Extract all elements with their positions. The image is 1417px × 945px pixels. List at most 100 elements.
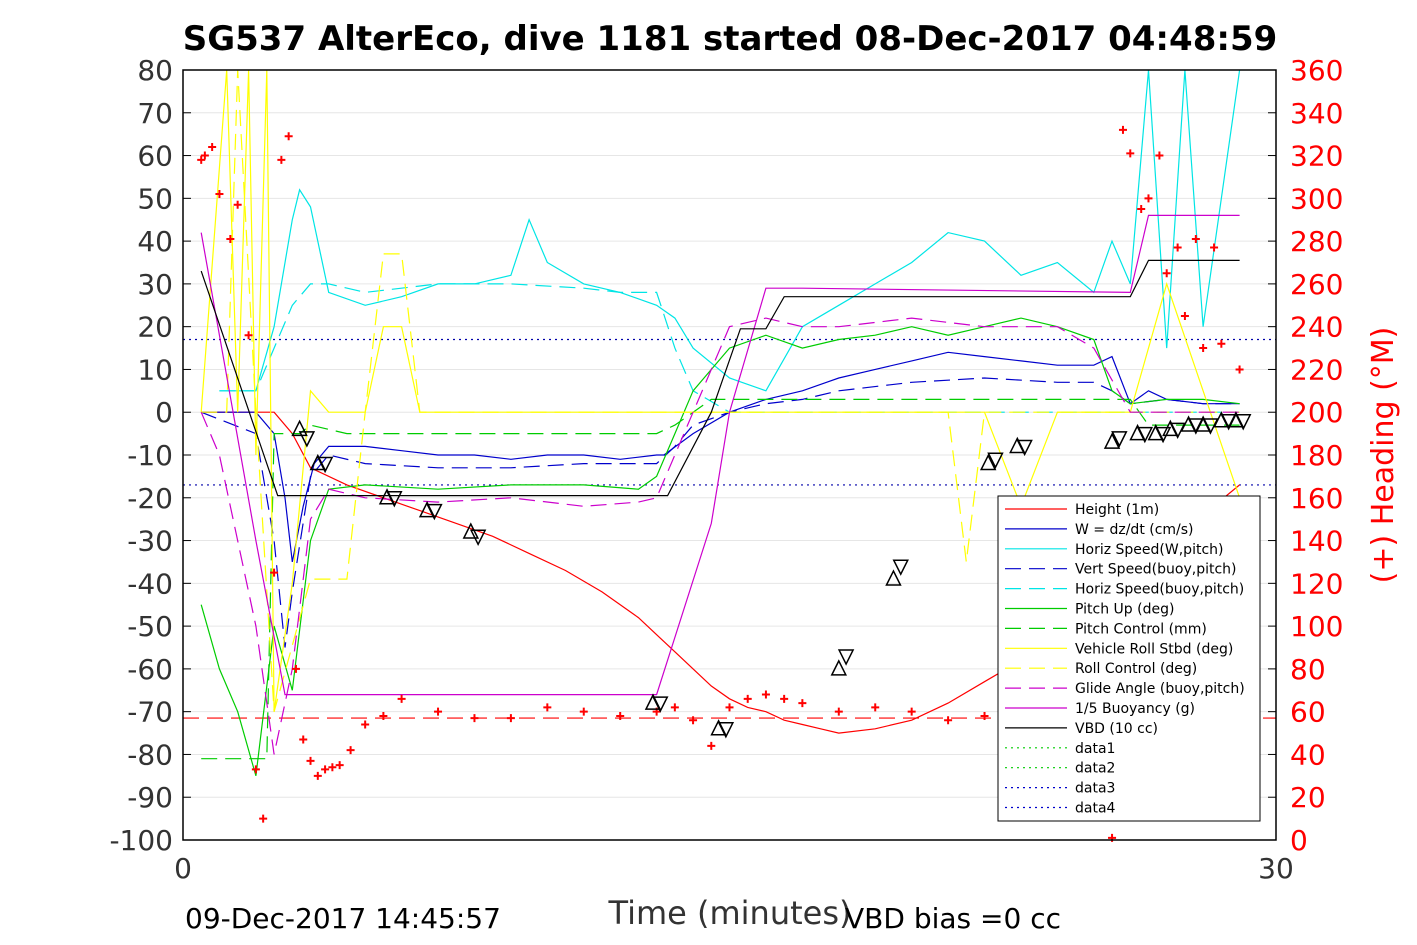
legend-label: W = dz/dt (cm/s): [1075, 522, 1194, 538]
heading-point: [834, 707, 843, 716]
triangle-marker: [291, 419, 308, 437]
heading-point: [543, 703, 552, 712]
legend-label: Vehicle Roll Stbd (deg): [1075, 641, 1233, 657]
y-right-tick-label: 0: [1290, 824, 1308, 857]
heading-point: [346, 746, 355, 755]
y-right-tick-label: 360: [1290, 54, 1343, 87]
heading-point: [689, 716, 698, 725]
heading-point: [1126, 149, 1135, 158]
heading-point: [1180, 311, 1189, 320]
heading-point: [871, 703, 880, 712]
y-right-tick-label: 280: [1290, 225, 1343, 258]
y-axis-right: 3603403203002802602402202001801601401201…: [1268, 54, 1343, 857]
legend-label: Pitch Control (mm): [1075, 621, 1207, 637]
x-tick-label: 30: [1258, 852, 1294, 885]
heading-point: [1173, 243, 1182, 252]
y-tick-label: -30: [127, 525, 173, 558]
heading-point: [328, 763, 337, 772]
y-right-tick-label: 320: [1290, 140, 1343, 173]
legend-label: Glide Angle (buoy,pitch): [1075, 681, 1245, 697]
y-tick-label: -40: [127, 567, 173, 600]
triangle-marker: [892, 559, 909, 576]
heading-point: [270, 568, 279, 577]
triangle-marker: [837, 649, 855, 666]
legend-label: data1: [1075, 741, 1115, 757]
heading-point: [743, 694, 752, 703]
y-right-tick-label: 60: [1290, 696, 1326, 729]
heading-point: [1137, 205, 1146, 214]
y-tick-label: 40: [137, 225, 173, 258]
legend-label: VBD (10 cc): [1075, 721, 1158, 737]
y-tick-label: 70: [137, 97, 173, 130]
legend-label: Roll Control (deg): [1075, 661, 1197, 677]
y-tick-label: 20: [137, 311, 173, 344]
legend: Height (1m) W = dz/dt (cm/s) Horiz Speed(W…: [997, 495, 1261, 822]
y-tick-label: -20: [127, 482, 173, 515]
y-right-tick-label: 120: [1290, 567, 1343, 600]
heading-point: [200, 151, 209, 160]
y-tick-label: -10: [127, 439, 173, 472]
heading-point: [944, 716, 953, 725]
y-tick-label: 60: [137, 140, 173, 173]
heading-point: [226, 234, 235, 243]
heading-point: [291, 664, 300, 673]
y-tick-label: 80: [137, 54, 173, 87]
heading-point: [616, 711, 625, 720]
heading-point: [233, 200, 242, 209]
legend-label: data3: [1075, 781, 1115, 797]
heading-point: [215, 190, 224, 199]
y-tick-label: -60: [127, 653, 173, 686]
y-right-tick-label: 40: [1290, 738, 1326, 771]
heading-point: [284, 132, 293, 141]
heading-point: [208, 143, 217, 151]
triangle-marker: [1234, 414, 1252, 431]
heading-point: [798, 699, 807, 708]
triangle-marker: [469, 529, 487, 546]
heading-point: [980, 711, 989, 720]
series-line-6: [201, 398, 1240, 760]
x-tick-label: 0: [174, 852, 192, 885]
heading-point: [361, 720, 370, 729]
y-right-tick-label: 180: [1290, 439, 1343, 472]
triangle-marker: [987, 452, 1004, 469]
heading-point: [306, 756, 315, 765]
heading-point: [397, 694, 406, 703]
y-tick-label: 10: [137, 353, 173, 386]
series-line-1: [201, 351, 1240, 563]
legend-label: data2: [1075, 761, 1115, 777]
heading-point: [579, 707, 588, 716]
triangle-marker: [830, 659, 848, 676]
triangle-marker: [979, 453, 997, 471]
x-axis-label: Time (minutes): [608, 894, 852, 932]
heading-point: [670, 703, 679, 712]
triangle-marker: [885, 569, 902, 586]
y-tick-label: 30: [137, 268, 173, 301]
legend-label: Horiz Speed(W,pitch): [1075, 542, 1223, 558]
heading-point: [299, 735, 308, 744]
y-right-tick-label: 140: [1290, 525, 1343, 558]
triangle-marker: [652, 696, 669, 713]
triangle-marker: [386, 491, 403, 508]
series-line-9: [200, 317, 1240, 755]
heading-point: [1191, 234, 1200, 243]
x-axis: 0 30: [174, 832, 1294, 885]
heading-point: [506, 714, 515, 723]
triangle-markers: [291, 411, 1252, 739]
heading-point: [434, 707, 443, 716]
heading-point: [1235, 365, 1244, 374]
legend-label: data4: [1075, 801, 1116, 817]
triangle-marker: [316, 456, 334, 474]
heading-point: [1162, 269, 1171, 278]
y-right-tick-label: 100: [1290, 610, 1343, 643]
y-right-tick-label: 340: [1290, 97, 1343, 130]
triangle-marker: [1136, 426, 1154, 444]
y-axis-label-right: (+) Heading (°M): [1366, 327, 1401, 584]
heading-point: [907, 707, 916, 716]
legend-label: Pitch Up (deg): [1075, 602, 1174, 618]
heading-point: [259, 814, 268, 823]
y-tick-label: 50: [137, 182, 173, 215]
heading-point: [707, 741, 716, 750]
legend-label: Vert Speed(buoy,pitch): [1075, 562, 1237, 578]
legend-box: [997, 495, 1261, 822]
y-axis-left: 80 70 60 50 40 30 20 10 0 -10 -20 -30 -40 -50 -60 -70 -8…: [109, 54, 191, 857]
